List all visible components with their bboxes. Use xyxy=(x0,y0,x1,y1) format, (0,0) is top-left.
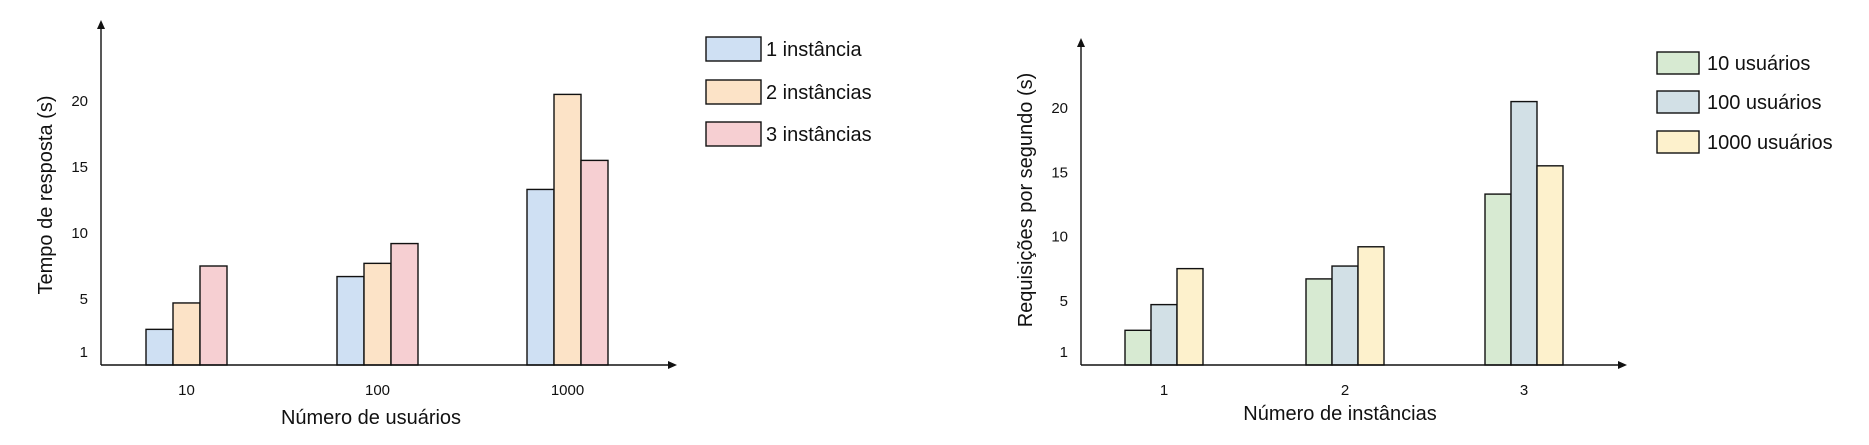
y-tick-label: 1 xyxy=(1060,344,1068,361)
legend-label-2: 2 instâncias xyxy=(766,82,872,104)
x-tick-label: 100 xyxy=(365,382,390,399)
y-tick-label: 5 xyxy=(1060,293,1068,310)
legend-swatch-3 xyxy=(1656,130,1700,154)
y-axis-label: Tempo de resposta (s) xyxy=(35,96,57,295)
x-axis-arrow xyxy=(668,361,677,369)
x-axis-arrow xyxy=(1618,361,1627,369)
y-tick-label: 20 xyxy=(71,93,88,110)
y-tick-label: 5 xyxy=(80,291,88,308)
bar-1-series-2 xyxy=(1150,303,1178,366)
legend-label-2: 100 usuários xyxy=(1707,92,1822,114)
x-tick-label: 3 xyxy=(1520,382,1528,399)
legend-swatch-1 xyxy=(705,36,762,62)
y-tick-label: 1 xyxy=(80,344,88,361)
legend-label-1: 1 instância xyxy=(766,39,862,61)
y-axis-label: Requisições por segundo (s) xyxy=(1015,73,1037,328)
bar-1000-series-3 xyxy=(580,159,609,366)
legend-swatch-2 xyxy=(1656,90,1700,114)
bar-1-series-1 xyxy=(1124,329,1152,366)
legend-label-1: 10 usuários xyxy=(1707,53,1810,75)
bar-2-series-2 xyxy=(1331,265,1359,366)
bar-100-series-3 xyxy=(390,242,419,366)
bar-2-series-3 xyxy=(1357,246,1385,366)
bar-3-series-2 xyxy=(1510,100,1538,366)
bar-3-series-1 xyxy=(1484,193,1512,366)
y-tick-label: 10 xyxy=(71,225,88,242)
x-tick-label: 10 xyxy=(178,382,195,399)
y-tick-label: 15 xyxy=(71,159,88,176)
y-tick-label: 20 xyxy=(1051,100,1068,117)
legend-swatch-1 xyxy=(1656,51,1700,75)
x-axis-label: Número de usuários xyxy=(281,407,461,429)
bar-1-series-3 xyxy=(1176,267,1204,366)
x-tick-label: 1 xyxy=(1160,382,1168,399)
bar-10-series-1 xyxy=(145,328,174,366)
y-tick-label: 10 xyxy=(1051,229,1068,246)
bar-1000-series-1 xyxy=(526,188,555,366)
y-axis-arrow xyxy=(97,20,105,29)
legend-label-3: 3 instâncias xyxy=(766,124,872,146)
y-axis-arrow xyxy=(1077,38,1085,47)
x-tick-label: 1000 xyxy=(551,382,584,399)
bar-2-series-1 xyxy=(1305,278,1333,366)
legend-swatch-3 xyxy=(705,121,762,147)
bar-10-series-3 xyxy=(199,265,228,366)
x-axis-label: Número de instâncias xyxy=(1243,403,1436,425)
y-tick-label: 15 xyxy=(1051,164,1068,181)
legend-label-3: 1000 usuários xyxy=(1707,132,1833,154)
legend-swatch-2 xyxy=(705,79,762,105)
bar-3-series-3 xyxy=(1536,165,1564,366)
bar-100-series-2 xyxy=(363,262,392,366)
bar-1000-series-2 xyxy=(553,93,582,366)
bar-100-series-1 xyxy=(336,275,365,366)
bar-10-series-2 xyxy=(172,302,201,366)
x-tick-label: 2 xyxy=(1341,382,1349,399)
